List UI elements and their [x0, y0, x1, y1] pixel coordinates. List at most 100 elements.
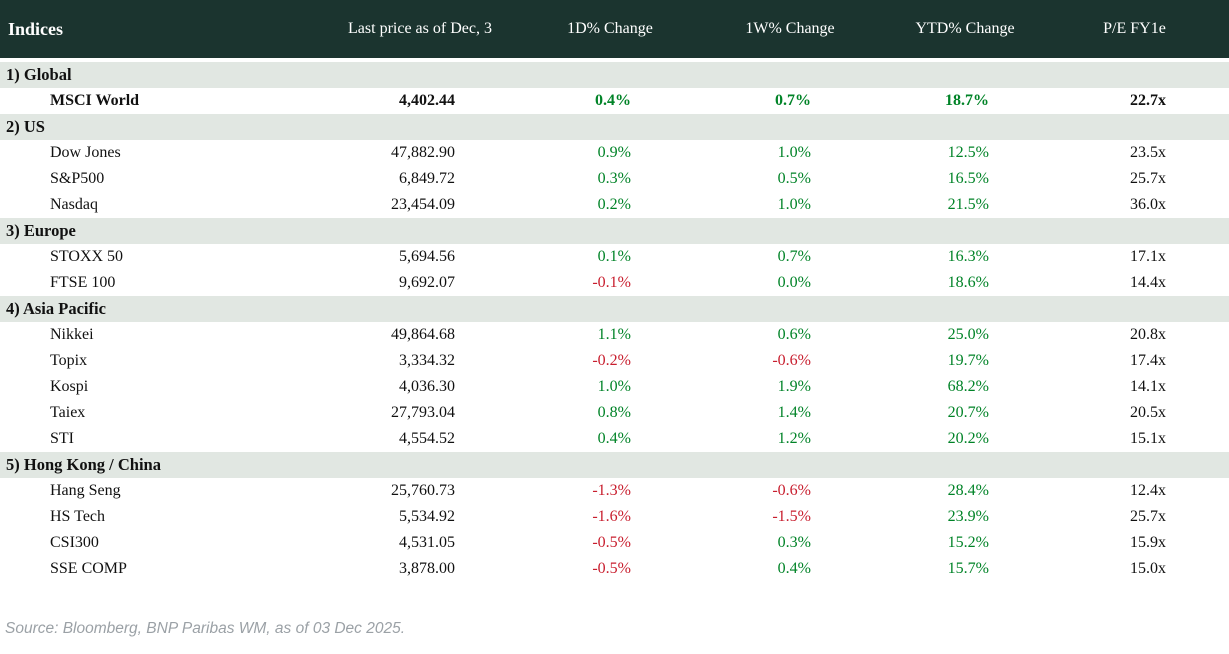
column-header-ytd-change: YTD% Change	[890, 0, 1040, 62]
last-price: 6,849.72	[399, 170, 455, 187]
change-1w: 0.7%	[777, 248, 811, 265]
change-ytd: 21.5%	[947, 196, 989, 213]
index-name: Taiex	[50, 404, 86, 421]
change-ytd: 12.5%	[947, 144, 989, 161]
table-row-hs-tech: HS Tech 5,534.92 -1.6% -1.5% 23.9% 25.7x	[0, 504, 1229, 530]
index-name: CSI300	[50, 534, 99, 551]
change-1w: 0.0%	[777, 274, 811, 291]
change-1d: 0.3%	[597, 170, 631, 187]
last-price: 9,692.07	[399, 274, 455, 291]
change-ytd: 16.5%	[947, 170, 989, 187]
table-row-topix: Topix 3,334.32 -0.2% -0.6% 19.7% 17.4x	[0, 348, 1229, 374]
change-1d: -0.5%	[592, 534, 631, 551]
pe-ratio: 12.4x	[1130, 482, 1166, 499]
pe-ratio: 15.1x	[1130, 430, 1166, 447]
pe-ratio: 20.5x	[1130, 404, 1166, 421]
last-price: 47,882.90	[391, 144, 455, 161]
change-1d: 1.0%	[597, 378, 631, 395]
change-1w: -0.6%	[772, 482, 811, 499]
change-1w: 1.0%	[777, 196, 811, 213]
table-row-taiex: Taiex 27,793.04 0.8% 1.4% 20.7% 20.5x	[0, 400, 1229, 426]
last-price: 5,534.92	[399, 508, 455, 525]
change-ytd: 20.2%	[947, 430, 989, 447]
index-name: HS Tech	[50, 508, 106, 525]
change-1w: 0.4%	[777, 560, 811, 577]
pe-ratio: 15.0x	[1130, 560, 1166, 577]
change-ytd: 15.7%	[947, 560, 989, 577]
section-label: 3) Europe	[0, 218, 1229, 244]
table-row-kospi: Kospi 4,036.30 1.0% 1.9% 68.2% 14.1x	[0, 374, 1229, 400]
last-price: 4,402.44	[399, 92, 455, 109]
table-row-stoxx-50: STOXX 50 5,694.56 0.1% 0.7% 16.3% 17.1x	[0, 244, 1229, 270]
last-price: 4,531.05	[399, 534, 455, 551]
change-1w: 0.3%	[777, 534, 811, 551]
column-header-pe: P/E FY1e	[1040, 0, 1229, 62]
change-ytd: 25.0%	[947, 326, 989, 343]
table-row-nikkei: Nikkei 49,864.68 1.1% 0.6% 25.0% 20.8x	[0, 322, 1229, 348]
index-name: Nasdaq	[50, 196, 98, 213]
header-row: Indices Last price as of Dec, 3 1D% Chan…	[0, 0, 1229, 62]
table-row-dow-jones: Dow Jones 47,882.90 0.9% 1.0% 12.5% 23.5…	[0, 140, 1229, 166]
section-row-europe: 3) Europe	[0, 218, 1229, 244]
last-price: 3,334.32	[399, 352, 455, 369]
change-ytd: 18.6%	[947, 274, 989, 291]
change-1w: 0.7%	[775, 92, 811, 109]
change-1w: -0.6%	[772, 352, 811, 369]
last-price: 23,454.09	[391, 196, 455, 213]
column-header-last-price: Last price as of Dec, 3	[310, 0, 530, 62]
change-1w: 1.0%	[777, 144, 811, 161]
last-price: 25,760.73	[391, 482, 455, 499]
change-1d: 1.1%	[597, 326, 631, 343]
change-1w: -1.5%	[772, 508, 811, 525]
index-name: Nikkei	[50, 326, 94, 343]
pe-ratio: 25.7x	[1130, 170, 1166, 187]
indices-table: Indices Last price as of Dec, 3 1D% Chan…	[0, 0, 1229, 582]
section-label: 1) Global	[0, 62, 1229, 88]
change-ytd: 68.2%	[947, 378, 989, 395]
change-ytd: 18.7%	[945, 92, 989, 109]
pe-ratio: 20.8x	[1130, 326, 1166, 343]
pe-ratio: 22.7x	[1130, 92, 1166, 109]
change-1d: -0.1%	[592, 274, 631, 291]
table-row-nasdaq: Nasdaq 23,454.09 0.2% 1.0% 21.5% 36.0x	[0, 192, 1229, 218]
section-row-hong-kong-china: 5) Hong Kong / China	[0, 452, 1229, 478]
change-1w: 1.9%	[777, 378, 811, 395]
change-ytd: 16.3%	[947, 248, 989, 265]
index-name: Topix	[50, 352, 88, 369]
table-header: Indices Last price as of Dec, 3 1D% Chan…	[0, 0, 1229, 62]
change-ytd: 19.7%	[947, 352, 989, 369]
section-label: 5) Hong Kong / China	[0, 452, 1229, 478]
change-1d: 0.9%	[597, 144, 631, 161]
pe-ratio: 14.1x	[1130, 378, 1166, 395]
index-name: STI	[50, 430, 74, 447]
table-row-ftse-100: FTSE 100 9,692.07 -0.1% 0.0% 18.6% 14.4x	[0, 270, 1229, 296]
change-1w: 1.4%	[777, 404, 811, 421]
change-1w: 0.5%	[777, 170, 811, 187]
change-1d: -0.2%	[592, 352, 631, 369]
pe-ratio: 14.4x	[1130, 274, 1166, 291]
pe-ratio: 15.9x	[1130, 534, 1166, 551]
change-ytd: 15.2%	[947, 534, 989, 551]
index-name: FTSE 100	[50, 274, 116, 291]
pe-ratio: 17.1x	[1130, 248, 1166, 265]
last-price: 4,554.52	[399, 430, 455, 447]
column-header-1w-change: 1W% Change	[690, 0, 890, 62]
table-row-sse-comp: SSE COMP 3,878.00 -0.5% 0.4% 15.7% 15.0x	[0, 556, 1229, 582]
pe-ratio: 23.5x	[1130, 144, 1166, 161]
change-ytd: 28.4%	[947, 482, 989, 499]
change-1w: 0.6%	[777, 326, 811, 343]
change-ytd: 23.9%	[947, 508, 989, 525]
change-1d: -0.5%	[592, 560, 631, 577]
last-price: 3,878.00	[399, 560, 455, 577]
index-name: SSE COMP	[50, 560, 127, 577]
last-price: 49,864.68	[391, 326, 455, 343]
change-1w: 1.2%	[777, 430, 811, 447]
change-ytd: 20.7%	[947, 404, 989, 421]
section-row-asia-pacific: 4) Asia Pacific	[0, 296, 1229, 322]
index-name: S&P500	[50, 170, 105, 187]
last-price: 4,036.30	[399, 378, 455, 395]
section-label: 2) US	[0, 114, 1229, 140]
index-name: Hang Seng	[50, 482, 121, 499]
index-name: Dow Jones	[50, 144, 121, 161]
change-1d: 0.8%	[597, 404, 631, 421]
